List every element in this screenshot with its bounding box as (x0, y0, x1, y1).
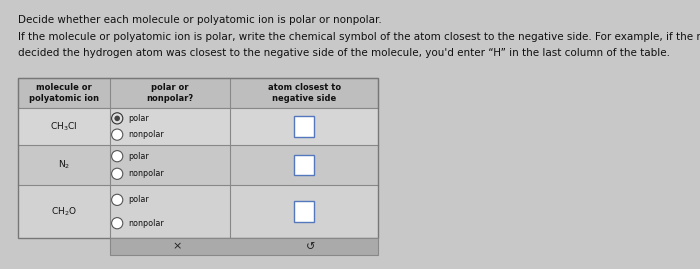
Text: decided the hydrogen atom was closest to the negative side of the molecule, you': decided the hydrogen atom was closest to… (18, 48, 670, 58)
Text: nonpolar: nonpolar (128, 130, 164, 139)
Text: polar or
nonpolar?: polar or nonpolar? (146, 83, 194, 103)
Text: molecule or
polyatomic ion: molecule or polyatomic ion (29, 83, 99, 103)
Text: Decide whether each molecule or polyatomic ion is polar or nonpolar.: Decide whether each molecule or polyatom… (18, 15, 382, 25)
Text: If the molecule or polyatomic ion is polar, write the chemical symbol of the ato: If the molecule or polyatomic ion is pol… (18, 32, 700, 42)
Text: ↺: ↺ (307, 242, 316, 252)
Text: polar: polar (128, 152, 149, 161)
Text: N$_2$: N$_2$ (58, 159, 70, 171)
Text: polar: polar (128, 114, 149, 123)
Text: nonpolar: nonpolar (128, 219, 164, 228)
Text: polar: polar (128, 195, 149, 204)
Text: CH$_3$Cl: CH$_3$Cl (50, 120, 78, 133)
Text: ×: × (172, 242, 182, 252)
Text: atom closest to
negative side: atom closest to negative side (267, 83, 341, 103)
Text: CH$_2$O: CH$_2$O (51, 205, 77, 218)
Text: nonpolar: nonpolar (128, 169, 164, 178)
